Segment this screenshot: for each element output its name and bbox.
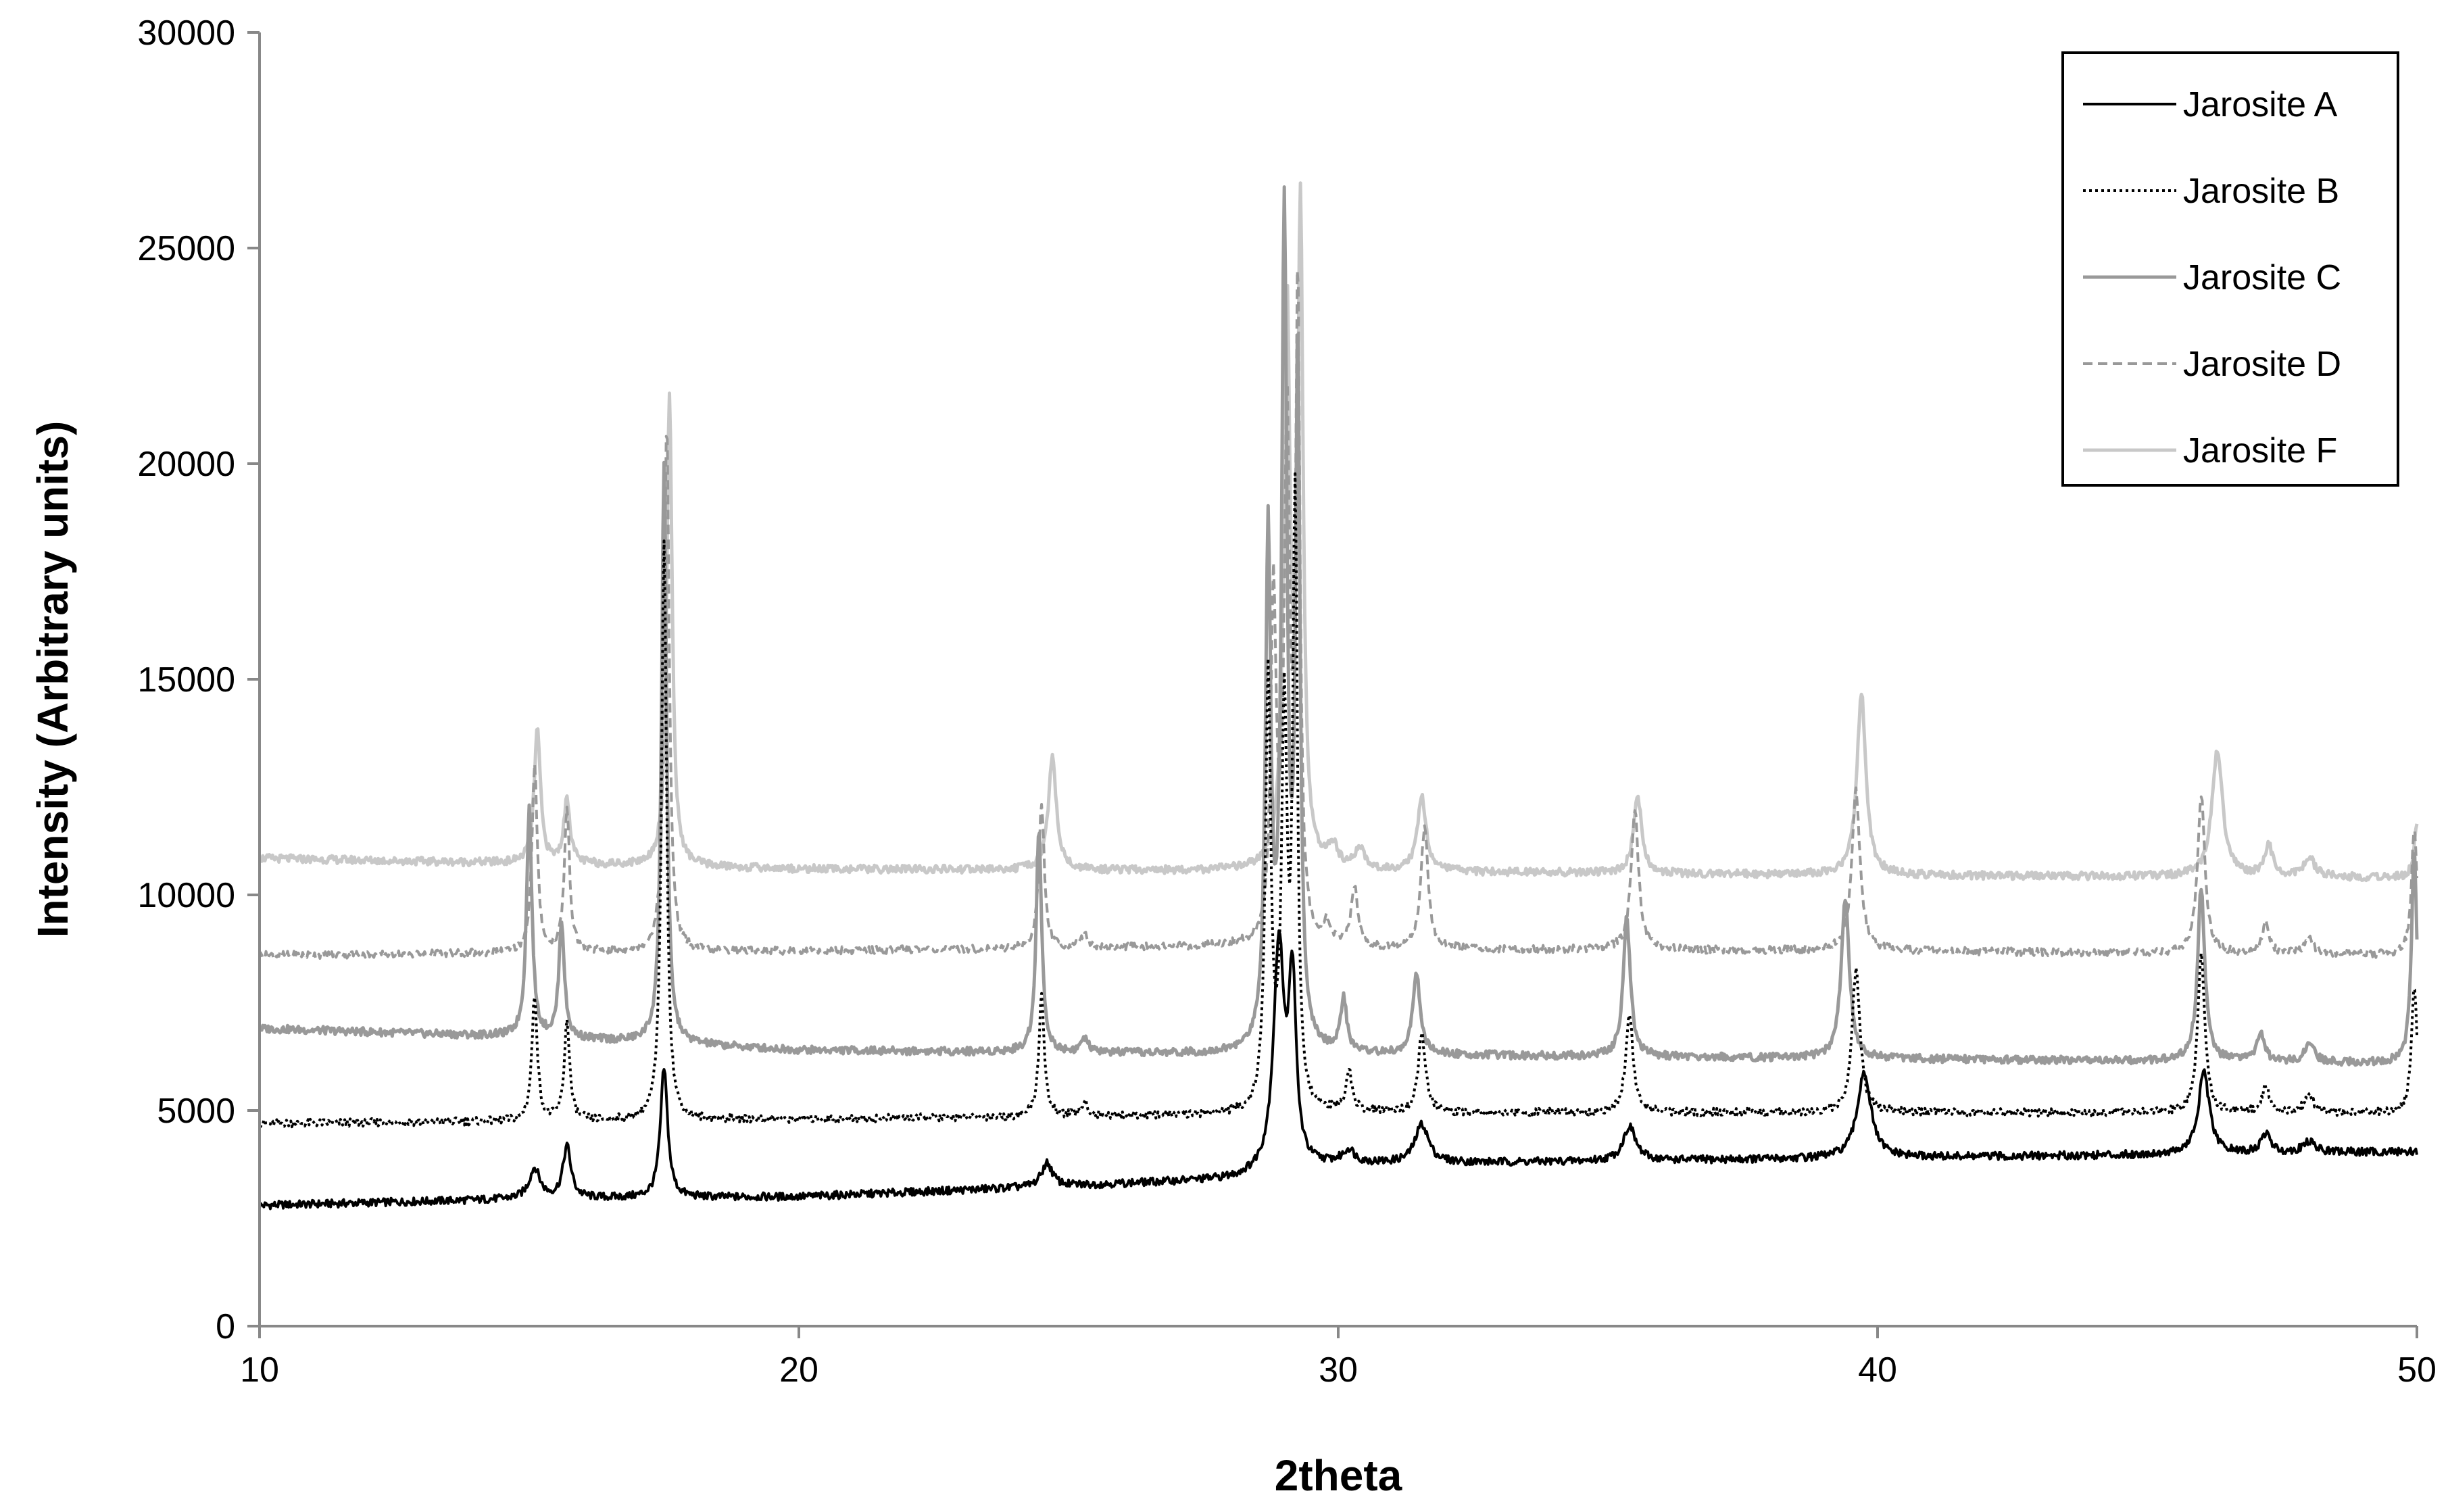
legend-box bbox=[2061, 51, 2399, 487]
series-jarosite-a-line bbox=[258, 929, 2418, 1211]
x-tick-label: 50 bbox=[2397, 1350, 2437, 1390]
legend-label: Jarosite F bbox=[2183, 431, 2337, 470]
legend-label: Jarosite A bbox=[2183, 85, 2338, 124]
y-axis-title: Intensity (Arbitrary units) bbox=[28, 421, 77, 938]
x-axis-title: 2theta bbox=[1275, 1451, 1402, 1500]
y-tick-label: 25000 bbox=[137, 229, 235, 268]
x-tick-label: 20 bbox=[779, 1350, 818, 1390]
y-axis-ticks: 0 5000 10000 15000 20000 25000 30000 bbox=[137, 14, 260, 1346]
y-tick-label: 10000 bbox=[137, 876, 235, 915]
series-layer bbox=[258, 181, 2419, 1211]
series-jarosite-b-line bbox=[259, 472, 2418, 1129]
series-jarosite-d-line bbox=[258, 269, 2418, 960]
y-tick-label: 20000 bbox=[137, 445, 235, 484]
y-tick-label: 0 bbox=[216, 1307, 235, 1346]
y-tick-label: 15000 bbox=[137, 660, 235, 700]
legend-label: Jarosite C bbox=[2183, 258, 2341, 297]
legend: Jarosite A Jarosite B Jarosite C Jarosite D… bbox=[2061, 51, 2399, 487]
x-tick-label: 30 bbox=[1319, 1350, 1358, 1390]
y-tick-label: 30000 bbox=[137, 14, 235, 53]
y-tick-label: 5000 bbox=[157, 1092, 235, 1131]
series-jarosite-c-line bbox=[258, 185, 2419, 1067]
legend-label: Jarosite D bbox=[2183, 345, 2341, 384]
series-jarosite-f-line bbox=[258, 181, 2419, 883]
x-axis-ticks: 10 20 30 40 50 bbox=[240, 1326, 2437, 1390]
x-tick-label: 40 bbox=[1858, 1350, 1897, 1390]
x-tick-label: 10 bbox=[240, 1350, 279, 1390]
legend-label: Jarosite B bbox=[2183, 172, 2339, 211]
